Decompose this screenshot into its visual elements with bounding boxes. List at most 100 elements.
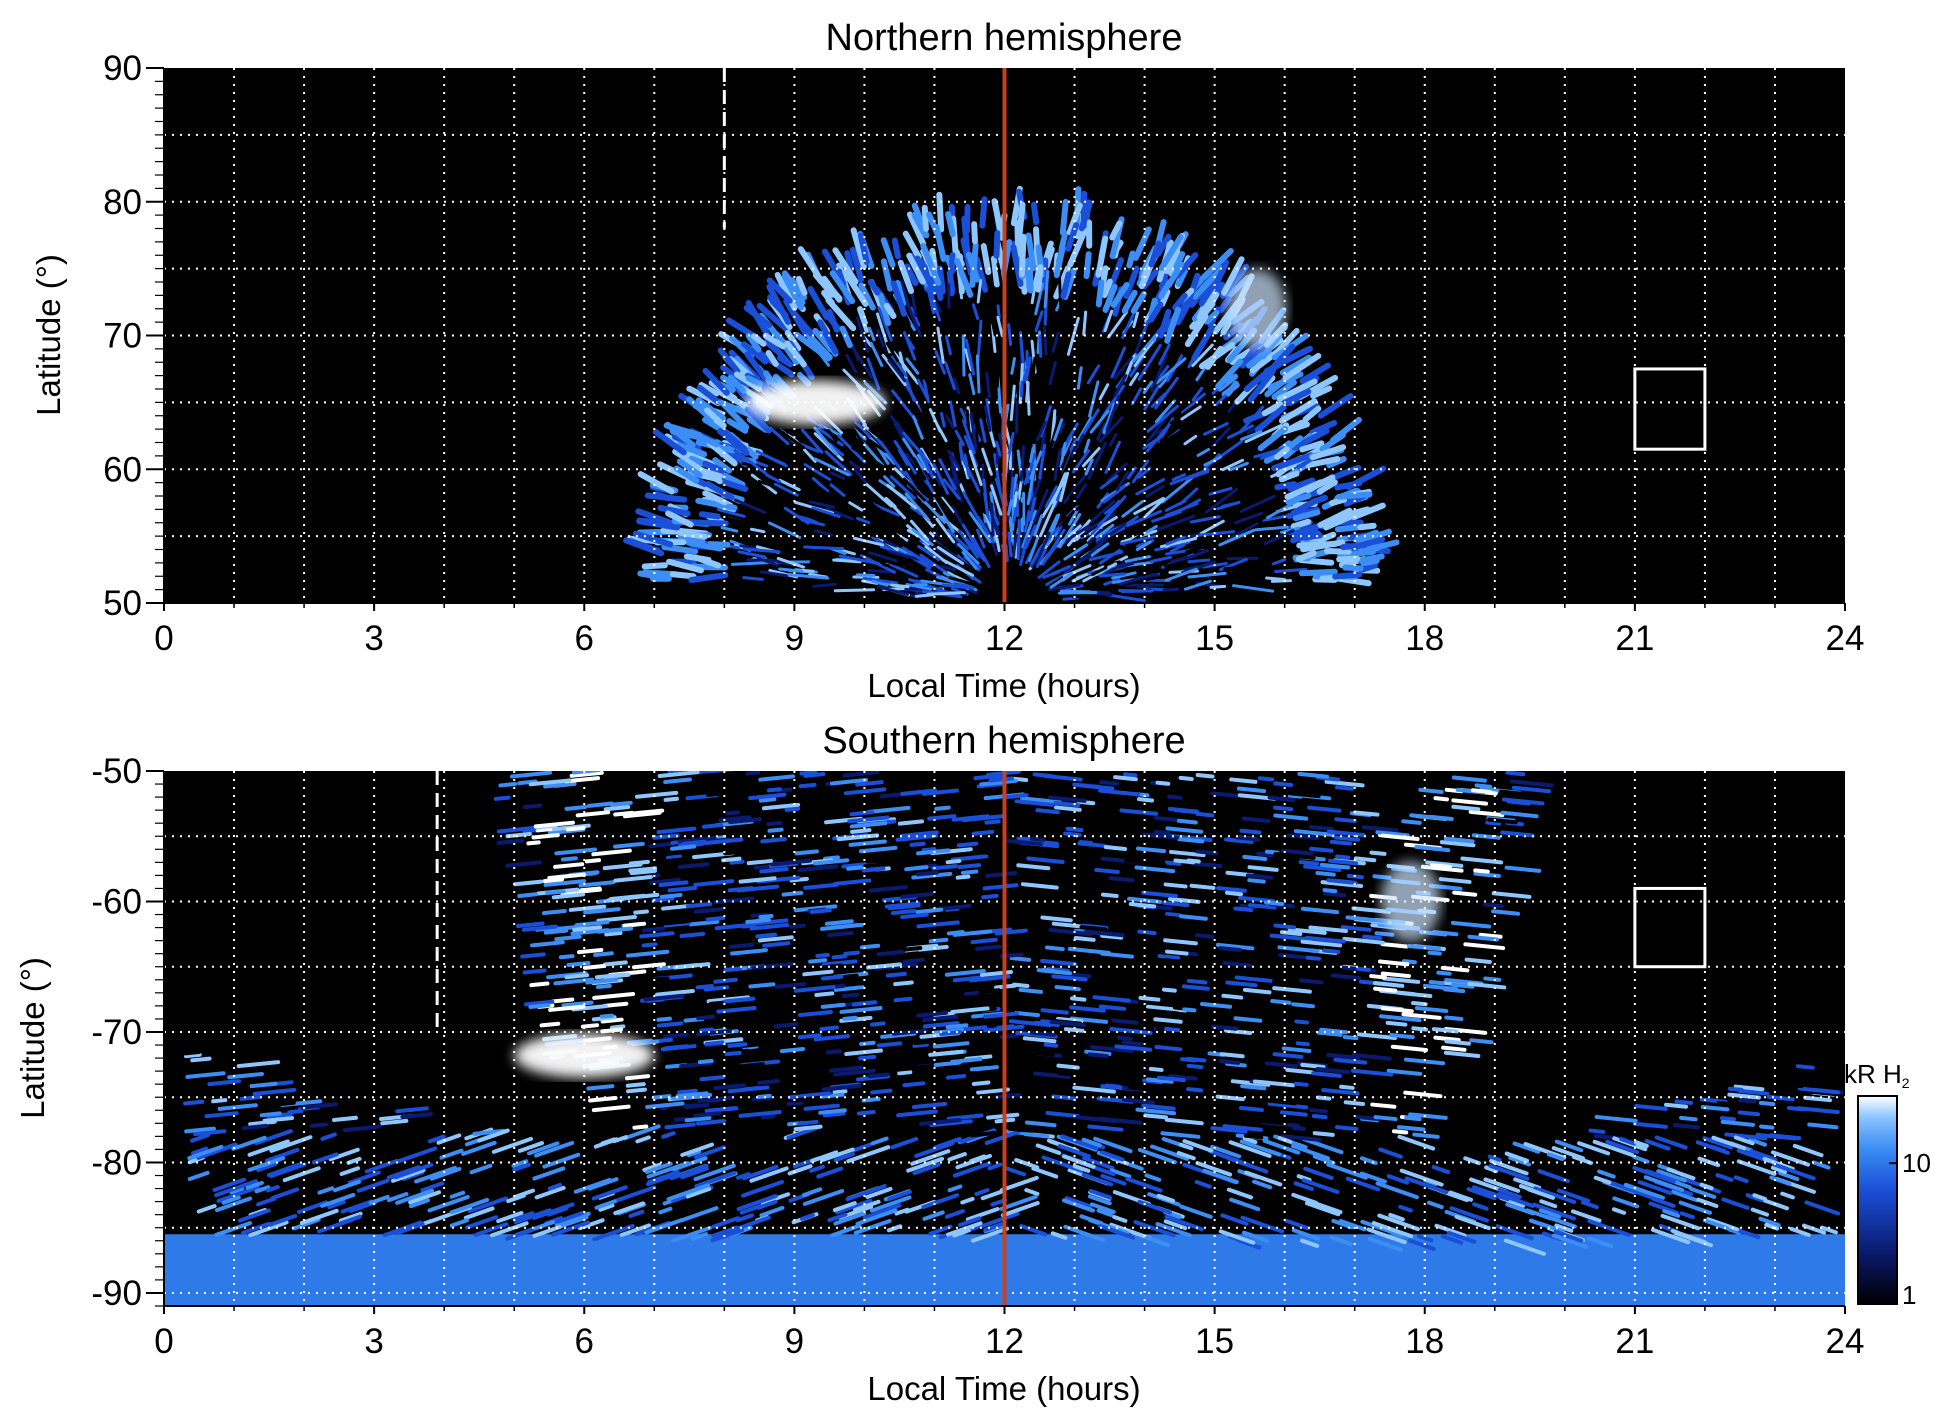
emission-streak: [760, 1192, 791, 1206]
emission-streak: [1203, 422, 1229, 436]
emission-streak: [696, 384, 722, 406]
emission-streak: [695, 497, 738, 511]
emission-streak: [912, 457, 927, 481]
emission-streak: [932, 1041, 970, 1049]
emission-streak: [1304, 1201, 1341, 1217]
emission-streak: [952, 929, 993, 937]
emission-streak: [1315, 871, 1336, 877]
emission-streak: [1293, 1081, 1309, 1087]
emission-streak: [1176, 1150, 1196, 1161]
emission-streak: [1057, 275, 1063, 313]
emission-streak: [582, 963, 606, 970]
emission-streak: [1229, 1197, 1261, 1212]
emission-streak: [1096, 1208, 1114, 1217]
emission-streak: [1126, 250, 1136, 269]
emission-streak: [760, 1114, 776, 1120]
emission-streak: [461, 1140, 497, 1156]
emission-streak: [1733, 1175, 1749, 1184]
emission-streak: [1043, 1042, 1059, 1048]
emission-streak: [1040, 432, 1046, 451]
emission-streak: [867, 1072, 890, 1079]
emission-streak: [556, 1215, 589, 1230]
emission-streak: [595, 983, 612, 990]
emission-streak: [849, 821, 888, 829]
emission-streak: [946, 1221, 983, 1237]
emission-streak: [1287, 791, 1321, 799]
emission-streak: [1222, 960, 1253, 968]
emission-streak: [1291, 1002, 1315, 1009]
emission-streak: [1165, 826, 1204, 834]
emission-streak: [1210, 1024, 1239, 1031]
emission-streak: [759, 452, 787, 466]
emission-streak: [473, 1222, 509, 1237]
emission-streak: [906, 1156, 945, 1173]
emission-streak: [975, 354, 981, 394]
emission-streak: [1276, 378, 1318, 402]
emission-streak: [1078, 199, 1093, 232]
emission-streak: [1141, 1103, 1176, 1111]
emission-streak: [1010, 357, 1016, 375]
emission-streak: [1278, 398, 1318, 424]
emission-streak: [689, 430, 720, 448]
emission-streak: [393, 1162, 434, 1180]
emission-streak: [1308, 925, 1348, 934]
emission-streak: [669, 571, 697, 580]
emission-streak: [1500, 810, 1539, 819]
emission-streak: [893, 980, 914, 987]
emission-streak: [1081, 1137, 1102, 1148]
emission-streak: [1040, 1008, 1069, 1015]
emission-streak: [1487, 817, 1518, 825]
emission-streak: [841, 992, 860, 999]
emission-streak: [773, 1022, 799, 1029]
emission-streak: [1532, 1202, 1576, 1221]
emission-streak: [750, 333, 767, 347]
emission-streak: [1108, 432, 1118, 447]
emission-streak: [594, 1199, 617, 1210]
emission-streak: [713, 896, 755, 905]
emission-streak: [916, 378, 930, 401]
colorbar: kR H2 110: [1844, 1059, 1931, 1310]
emission-streak: [795, 275, 808, 296]
emission-streak: [793, 1095, 822, 1103]
emission-streak: [802, 1187, 823, 1197]
emission-streak: [1079, 925, 1108, 932]
emission-streak: [1096, 522, 1127, 545]
emission-streak: [820, 922, 864, 931]
emission-streak: [726, 418, 749, 434]
emission-streak: [1297, 771, 1330, 779]
emission-streak: [773, 331, 800, 366]
emission-streak: [564, 776, 601, 784]
emission-streak: [813, 529, 834, 537]
emission-streak: [1670, 1189, 1699, 1203]
emission-streak: [1154, 540, 1191, 552]
emission-streak: [971, 408, 981, 424]
emission-streak: [526, 1141, 560, 1156]
emission-streak: [622, 921, 647, 928]
emission-streak: [1372, 981, 1405, 988]
emission-streak: [887, 1189, 912, 1202]
emission-streak: [827, 429, 838, 443]
emission-streak: [1362, 934, 1383, 941]
emission-streak: [950, 1006, 990, 1014]
emission-streak: [1367, 1236, 1403, 1252]
emission-streak: [813, 457, 851, 477]
emission-streak: [871, 579, 889, 587]
emission-streak: [692, 771, 726, 775]
emission-streak: [1287, 927, 1327, 935]
emission-streak: [602, 862, 643, 871]
emission-streak: [1069, 484, 1082, 499]
emission-streak: [1004, 1166, 1026, 1177]
emission-streak: [1504, 1151, 1530, 1163]
emission-streak: [309, 1122, 328, 1128]
emission-streak: [1460, 856, 1504, 865]
emission-streak: [185, 1071, 226, 1079]
emission-streak: [790, 1054, 830, 1062]
emission-streak: [1733, 1135, 1755, 1146]
emission-streak: [745, 771, 761, 776]
emission-streak: [300, 1102, 339, 1110]
emission-streak: [995, 347, 1002, 389]
emission-streak: [1230, 1125, 1249, 1131]
emission-streak: [1407, 1238, 1436, 1251]
emission-streak: [1104, 1083, 1122, 1089]
emission-streak: [1125, 1127, 1158, 1135]
